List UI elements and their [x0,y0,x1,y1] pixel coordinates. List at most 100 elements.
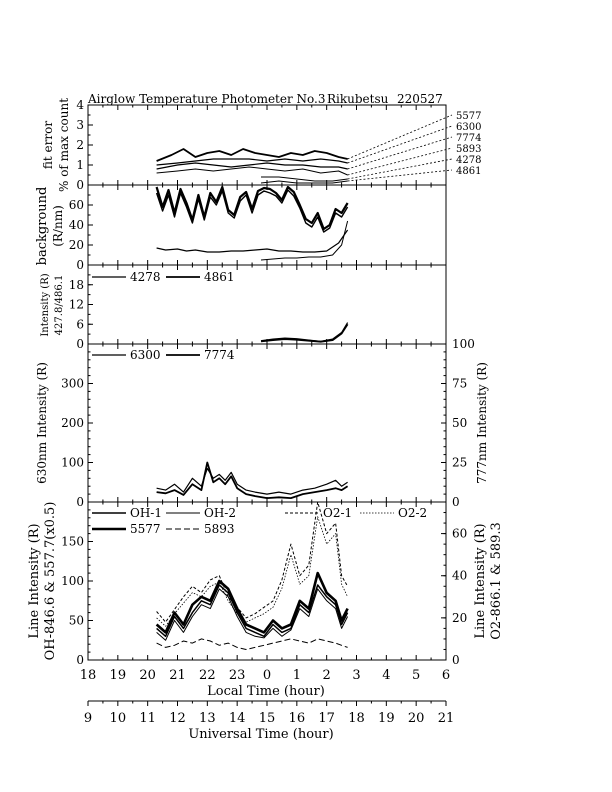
y-tick-label: 50 [69,614,84,628]
y-tick-label: 12 [69,298,84,312]
y-tick-label: 100 [452,337,475,351]
legend-O2-2-label: O2-2 [398,506,427,520]
ut-tick-label: 20 [408,711,425,726]
fit-error-legend-7774: 7774 [456,133,481,144]
ut-xlabel: Universal Time (hour) [188,727,333,742]
legend-5893-label: 5893 [204,522,235,536]
local-time-tick-label: 22 [199,668,216,683]
legend-4861-label: 4861 [204,270,235,284]
panel-frame-2 [87,184,447,266]
panel-frame-4 [87,343,447,503]
line-ylabel-right: Line Intensity (R) [473,523,488,638]
ut-tick-label: 18 [348,711,365,726]
y-tick-label: 150 [61,535,84,549]
red-ylabel-right: 777nm Intensity (R) [475,362,489,484]
y-tick-label: 40 [452,569,467,583]
legend-6300-label: 6300 [130,348,161,362]
line-series-O2-1 [156,501,349,623]
blue-series-4861 [260,323,349,343]
y-tick-label: 1 [76,158,84,172]
legend-OH-2-label: OH-2 [204,506,236,520]
background-series-3 [260,220,349,261]
y-tick-label: 300 [61,377,84,391]
local-time-tick-label: 3 [352,668,360,683]
y-tick-label: 40 [69,218,84,232]
legend-5577-label: 5577 [130,522,161,536]
local-time-tick-label: 23 [229,668,246,683]
ut-tick-label: 16 [289,711,306,726]
ut-tick-label: 19 [378,711,395,726]
y-tick-label: 100 [61,574,84,588]
figure-date: 220527 [397,92,443,106]
ut-tick-label: 11 [139,711,156,726]
y-tick-label: 60 [452,527,467,541]
local-time-xlabel: Local Time (hour) [207,684,325,699]
background-series-0 [155,185,349,231]
ut-tick-label: 12 [169,711,186,726]
leader-line-5893 [347,147,453,176]
fit-error-ylabel-units: % of max count [57,98,71,192]
figure-title: Airglow Temperature Photometer No.3 [87,92,326,106]
local-time-tick-label: 4 [382,668,390,683]
y-tick-label: 0 [76,495,84,509]
y-tick-label: 0 [452,495,460,509]
fit-error-ylabel: fit error [41,121,55,169]
fit-error-series-5893 [156,166,348,176]
leader-line-6300 [347,125,453,164]
figure-station: Rikubetsu [327,92,389,106]
y-tick-label: 25 [452,456,467,470]
blue-ylabel-units: 427.8/486.1 [54,275,65,336]
red-series-7774 [156,461,349,500]
y-tick-label: 0 [76,337,84,351]
y-tick-label: 4 [76,98,84,112]
line-ylabel-right-units: O2-866.1 & 589.3 [489,522,504,640]
line-series-OH-2 [156,588,349,641]
local-time-tick-label: 18 [80,668,97,683]
y-tick-label: 3 [76,118,84,132]
local-time-tick-label: 21 [169,668,186,683]
line-series-O2-2 [156,516,348,627]
y-tick-label: 100 [61,456,84,470]
line-series-5577 [155,571,349,634]
ut-tick-label: 9 [84,711,92,726]
legend-O2-1-label: O2-1 [323,506,352,520]
red-ylabel: 630nm Intensity (R) [35,362,49,484]
y-tick-label: 6 [76,317,84,331]
fit-error-series-4861 [260,180,348,184]
local-time-tick-label: 6 [442,668,450,683]
local-time-tick-label: 2 [323,668,331,683]
y-tick-label: 20 [452,611,467,625]
y-tick-label: 75 [452,377,467,391]
leader-line-4278 [347,158,453,180]
y-tick-label: 18 [69,278,84,292]
background-ylabel: background [35,187,50,266]
y-tick-label: 0 [452,653,460,667]
ut-tick-label: 21 [438,711,455,726]
ut-tick-label: 17 [318,711,335,726]
background-ylabel-units: (R/nm) [51,205,65,247]
line-ylabel-units: OH-846.6 & 557.7(x0.5) [43,502,58,661]
local-time-tick-label: 19 [110,668,127,683]
leader-line-4861 [347,169,453,182]
y-tick-label: 2 [76,138,84,152]
leader-line-5577 [347,114,453,160]
y-tick-label: 0 [76,653,84,667]
local-time-tick-label: 20 [139,668,156,683]
leader-line-7774 [347,136,453,170]
fit-error-legend-5577: 5577 [456,111,481,122]
y-tick-label: 50 [452,416,467,430]
legend-7774-label: 7774 [204,348,235,362]
local-time-tick-label: 5 [412,668,420,683]
line-series-5893 [156,638,348,650]
background-series-1 [155,189,349,233]
y-tick-label: 0 [76,258,84,272]
fit-error-legend-4861: 4861 [456,166,481,177]
fit-error-series-4278 [261,176,348,182]
fit-error-series-7774 [156,162,348,170]
fit-error-series-6300 [156,158,348,166]
fit-error-series-5577 [156,148,348,162]
fit-error-legend-6300: 6300 [456,122,481,133]
legend-OH-1-label: OH-1 [130,506,162,520]
